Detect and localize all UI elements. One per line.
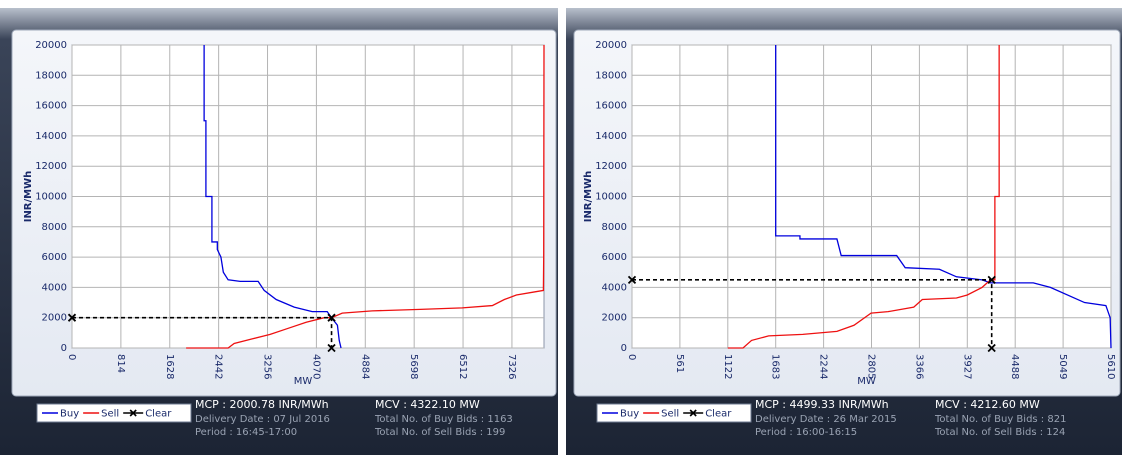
- x-tick-label: 5698: [408, 354, 419, 379]
- y-tick-label: 4000: [602, 282, 627, 293]
- y-tick-label: 4000: [42, 282, 67, 293]
- x-tick-label: 4884: [359, 354, 370, 379]
- x-tick-label: 4488: [1009, 354, 1020, 379]
- x-tick-label: 1628: [164, 354, 175, 379]
- x-tick-label: 6512: [457, 354, 468, 379]
- y-tick-label: 8000: [42, 222, 67, 233]
- mcp: MCP : 2000.78 INR/MWh: [195, 398, 329, 411]
- x-tick-label: 5610: [1105, 354, 1116, 379]
- x-tick-label: 7326: [506, 354, 517, 379]
- period: Period : 16:00-16:15: [755, 427, 857, 438]
- x-tick-label: 3366: [913, 354, 924, 379]
- y-tick-label: 20000: [595, 40, 627, 51]
- y-tick-label: 12000: [595, 161, 627, 172]
- mcp: MCP : 4499.33 INR/MWh: [755, 398, 889, 411]
- series-line: [186, 44, 545, 349]
- y-tick-label: 2000: [602, 313, 627, 324]
- x-tick-label: 2805: [866, 354, 877, 379]
- y-tick-label: 20000: [35, 40, 67, 51]
- y-tick-label: 18000: [595, 70, 627, 81]
- x-tick-label: 5049: [1057, 354, 1068, 379]
- clear-marker: [987, 275, 996, 284]
- x-tick-label: 3927: [961, 354, 972, 379]
- y-tick-label: 14000: [35, 131, 67, 142]
- x-tick-label: 0: [66, 354, 77, 360]
- x-tick-label: 3256: [262, 354, 273, 379]
- x-tick-label: 4070: [310, 354, 321, 379]
- x-tick-label: 814: [115, 354, 126, 373]
- x-axis-label: MW: [857, 376, 876, 387]
- sell-bids: Total No. of Sell Bids : 199: [374, 427, 505, 438]
- mcv: MCV : 4212.60 MW: [935, 398, 1040, 411]
- buy-bids: Total No. of Buy Bids : 1163: [374, 414, 513, 425]
- y-tick-label: 2000: [42, 313, 67, 324]
- delivery-date: Delivery Date : 26 Mar 2015: [755, 414, 897, 425]
- y-tick-label: 12000: [35, 161, 67, 172]
- y-axis-label: INR/MWh: [23, 171, 34, 223]
- buy-bids: Total No. of Buy Bids : 821: [934, 414, 1066, 425]
- clear-marker: [327, 313, 336, 322]
- legend-marker: [129, 409, 137, 417]
- y-tick-label: 16000: [35, 101, 67, 112]
- x-tick-label: 1683: [770, 354, 781, 379]
- mcv: MCV : 4322.10 MW: [375, 398, 480, 411]
- clear-marker: [627, 275, 637, 284]
- y-tick-label: 0: [621, 343, 627, 354]
- legend-marker: [689, 409, 697, 417]
- x-axis-label: MW: [294, 376, 313, 387]
- y-axis-label: INR/MWh: [583, 171, 594, 223]
- x-tick-label: 2244: [818, 354, 829, 379]
- legend-label: Clear: [145, 409, 172, 420]
- x-tick-label: 2442: [213, 354, 224, 379]
- series-line: [727, 45, 1000, 349]
- legend-label: Sell: [661, 409, 679, 420]
- clear-marker: [987, 343, 996, 353]
- y-tick-label: 10000: [35, 192, 67, 203]
- y-tick-label: 16000: [595, 101, 627, 112]
- x-tick-label: 561: [674, 354, 685, 373]
- y-tick-label: 6000: [602, 252, 627, 263]
- y-tick-label: 14000: [595, 131, 627, 142]
- y-tick-label: 8000: [602, 222, 627, 233]
- y-tick-label: 6000: [42, 252, 67, 263]
- legend-label: Buy: [620, 409, 639, 420]
- legend-label: Clear: [705, 409, 732, 420]
- delivery-date: Delivery Date : 07 Jul 2016: [195, 414, 330, 425]
- legend-label: Buy: [60, 409, 79, 420]
- legend-box: [36, 403, 192, 423]
- y-tick-label: 18000: [35, 70, 67, 81]
- series-line: [775, 45, 1112, 349]
- x-tick-label: 0: [626, 354, 637, 360]
- sell-bids: Total No. of Sell Bids : 124: [934, 427, 1065, 438]
- legend-label: Sell: [101, 409, 119, 420]
- period: Period : 16:45-17:00: [195, 427, 297, 438]
- y-tick-label: 10000: [595, 192, 627, 203]
- clear-marker: [67, 313, 77, 322]
- clear-marker: [327, 343, 336, 353]
- y-tick-label: 0: [61, 343, 67, 354]
- x-tick-label: 1122: [722, 354, 733, 379]
- legend-box: [596, 403, 752, 423]
